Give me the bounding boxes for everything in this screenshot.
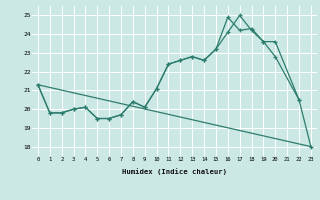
X-axis label: Humidex (Indice chaleur): Humidex (Indice chaleur) xyxy=(122,168,227,175)
